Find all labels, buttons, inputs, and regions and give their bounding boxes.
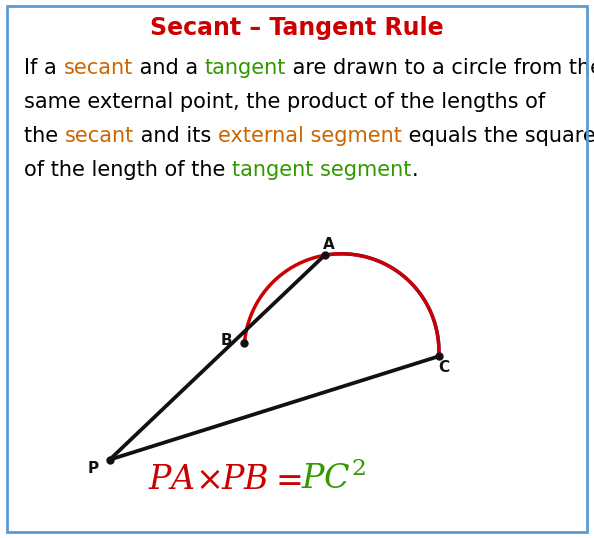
Text: $\mathit{PB}$: $\mathit{PB}$: [221, 463, 268, 496]
Text: B: B: [220, 334, 232, 348]
Text: $\mathit{PC}^2$: $\mathit{PC}^2$: [302, 462, 367, 496]
Text: the: the: [24, 126, 65, 146]
Text: and its: and its: [134, 126, 218, 146]
Text: and a: and a: [132, 58, 204, 78]
Text: C: C: [438, 360, 449, 375]
Text: $=$: $=$: [268, 463, 302, 496]
Text: of the length of the: of the length of the: [24, 160, 232, 180]
Text: same external point, the product of the lengths of: same external point, the product of the …: [24, 92, 545, 112]
Text: external segment: external segment: [218, 126, 402, 146]
Text: equals the square: equals the square: [402, 126, 594, 146]
Text: $\mathit{PA}$: $\mathit{PA}$: [148, 463, 195, 496]
Text: tangent segment: tangent segment: [232, 160, 412, 180]
Text: secant: secant: [65, 126, 134, 146]
Text: A: A: [323, 237, 335, 252]
Text: secant: secant: [64, 58, 132, 78]
Text: P: P: [87, 462, 99, 477]
Text: Secant – Tangent Rule: Secant – Tangent Rule: [150, 16, 444, 40]
Text: .: .: [412, 160, 418, 180]
Text: If a: If a: [24, 58, 64, 78]
Text: are drawn to a circle from the: are drawn to a circle from the: [286, 58, 594, 78]
Text: tangent: tangent: [204, 58, 286, 78]
Text: $\times$: $\times$: [195, 463, 221, 496]
